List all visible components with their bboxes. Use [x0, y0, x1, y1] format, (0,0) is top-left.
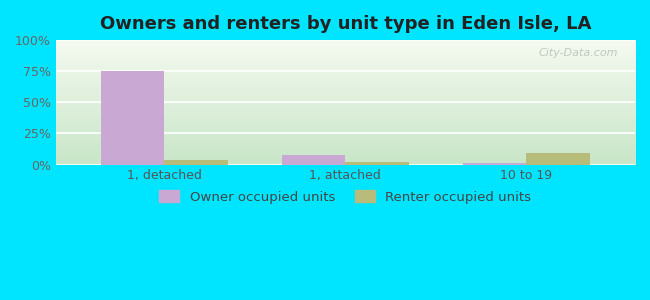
Bar: [345, 162, 409, 165]
Bar: [164, 160, 227, 165]
Bar: [101, 71, 164, 165]
Title: Owners and renters by unit type in Eden Isle, LA: Owners and renters by unit type in Eden …: [99, 15, 591, 33]
Bar: [463, 163, 526, 165]
Bar: [526, 153, 590, 165]
Text: City-Data.com: City-Data.com: [538, 48, 617, 58]
Bar: [282, 154, 345, 165]
Legend: Owner occupied units, Renter occupied units: Owner occupied units, Renter occupied un…: [153, 184, 538, 210]
